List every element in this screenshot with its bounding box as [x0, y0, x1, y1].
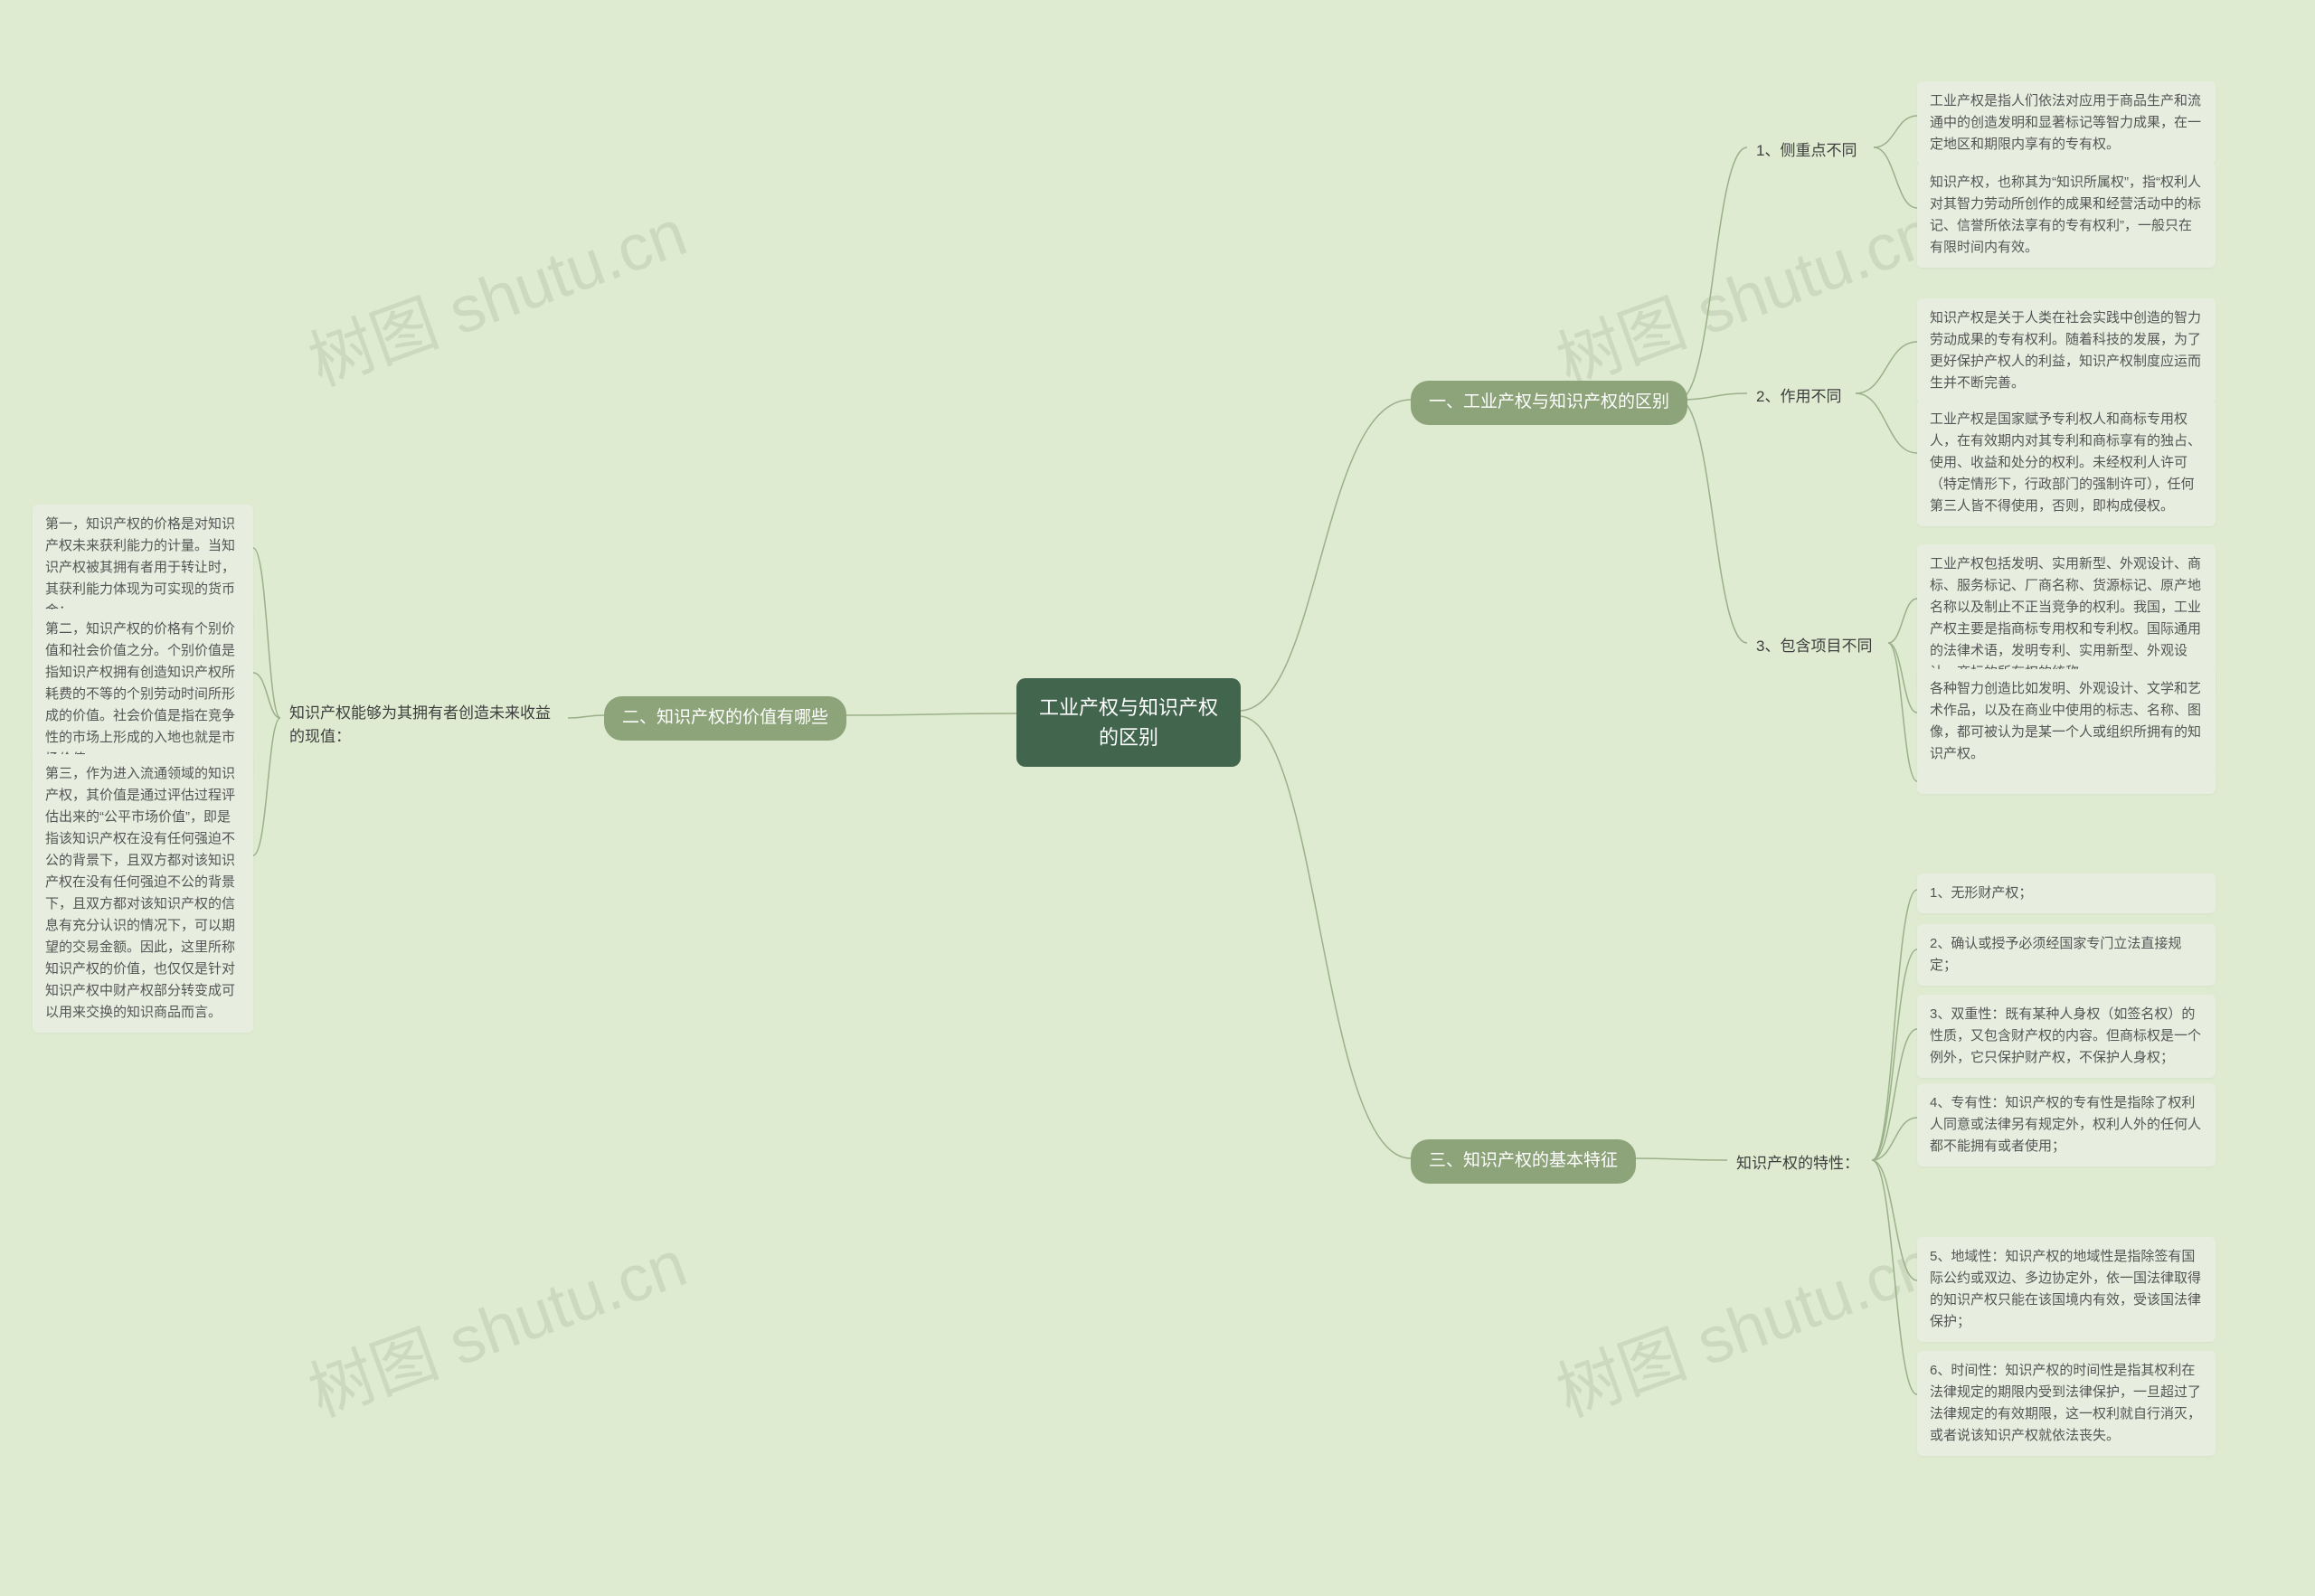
leaf-text: 5、地域性：知识产权的地域性是指除签有国际公约或双边、多边协定外，依一国法律取得…: [1930, 1249, 2201, 1329]
leaf-text: 4、专有性：知识产权的专有性是指除了权利人同意或法律另有规定外，权利人外的任何人…: [1930, 1095, 2201, 1154]
sub-label: 3、包含项目不同: [1756, 637, 1872, 655]
leaf-text: 知识产权，也称其为“知识所属权”，指“权利人对其智力劳动所创作的成果和经营活动中…: [1930, 175, 2201, 255]
sub-node: 知识产权能够为其拥有者创造未来收益的现值：: [280, 696, 568, 753]
leaf-text: 第二，知识产权的价格有个别价值和社会价值之分。个别价值是指知识产权拥有创造知识产…: [45, 621, 235, 767]
sub-node: 知识产权的特性：: [1727, 1147, 1868, 1181]
root-label: 工业产权与知识产权的区别: [1039, 696, 1218, 749]
leaf-text: 1、无形财产权；: [1930, 885, 2032, 901]
leaf-text: 工业产权是指人们依法对应用于商品生产和流通中的创造发明和显著标记等智力成果，在一…: [1930, 93, 2201, 152]
leaf-node: 1、无形财产权；: [1917, 874, 2216, 913]
leaf-node: 4、专有性：知识产权的专有性是指除了权利人同意或法律另有规定外，权利人外的任何人…: [1917, 1083, 2216, 1166]
leaf-node: 5、地域性：知识产权的地域性是指除签有国际公约或双边、多边协定外，依一国法律取得…: [1917, 1237, 2216, 1342]
leaf-node: 知识产权，也称其为“知识所属权”，指“权利人对其智力劳动所创作的成果和经营活动中…: [1917, 163, 2216, 268]
leaf-node: 6、时间性：知识产权的时间性是指其权利在法律规定的期限内受到法律保护，一旦超过了…: [1917, 1351, 2216, 1456]
leaf-text: 3、双重性：既有某种人身权（如签名权）的性质，又包含财产权的内容。但商标权是一个…: [1930, 1006, 2201, 1065]
sub-label: 知识产权能够为其拥有者创造未来收益的现值：: [289, 704, 551, 745]
sub-node: 1、侧重点不同: [1747, 134, 1866, 168]
branch-node: 二、知识产权的价值有哪些: [604, 696, 846, 741]
leaf-text: 6、时间性：知识产权的时间性是指其权利在法律规定的期限内受到法律保护，一旦超过了…: [1930, 1363, 2201, 1443]
leaf-text: 工业产权是国家赋予专利权人和商标专用权人，在有效期内对其专利和商标享有的独占、使…: [1930, 411, 2201, 514]
sub-node: 3、包含项目不同: [1747, 629, 1881, 664]
leaf-node: 2、确认或授予必须经国家专门立法直接规定；: [1917, 924, 2216, 986]
leaf-node: [1917, 769, 2216, 794]
mindmap-root: 工业产权与知识产权的区别: [1016, 678, 1241, 767]
sub-label: 1、侧重点不同: [1756, 142, 1857, 159]
leaf-text: 工业产权包括发明、实用新型、外观设计、商标、服务标记、厂商名称、货源标记、原产地…: [1930, 556, 2201, 680]
sub-node: 2、作用不同: [1747, 380, 1850, 414]
branch-node: 三、知识产权的基本特征: [1411, 1139, 1636, 1184]
branch-label: 一、工业产权与知识产权的区别: [1429, 392, 1669, 411]
watermark: 树图 shutu.cn: [1542, 1211, 1945, 1435]
watermark: 树图 shutu.cn: [294, 180, 697, 404]
sub-label: 2、作用不同: [1756, 388, 1841, 405]
watermark: 树图 shutu.cn: [294, 1211, 697, 1435]
leaf-text: 2、确认或授予必须经国家专门立法直接规定；: [1930, 936, 2181, 973]
sub-label: 知识产权的特性：: [1736, 1155, 1859, 1172]
leaf-text: 知识产权是关于人类在社会实践中创造的智力劳动成果的专有权利。随着科技的发展，为了…: [1930, 310, 2201, 391]
leaf-node: 各种智力创造比如发明、外观设计、文学和艺术作品，以及在商业中使用的标志、名称、图…: [1917, 669, 2216, 774]
leaf-node: 工业产权是国家赋予专利权人和商标专用权人，在有效期内对其专利和商标享有的独占、使…: [1917, 400, 2216, 526]
leaf-node: 3、双重性：既有某种人身权（如签名权）的性质，又包含财产权的内容。但商标权是一个…: [1917, 995, 2216, 1078]
branch-node: 一、工业产权与知识产权的区别: [1411, 381, 1687, 425]
leaf-text: 第一，知识产权的价格是对知识产权未来获利能力的计量。当知识产权被其拥有者用于转让…: [45, 516, 235, 619]
leaf-text: 各种智力创造比如发明、外观设计、文学和艺术作品，以及在商业中使用的标志、名称、图…: [1930, 681, 2201, 761]
leaf-node: 工业产权是指人们依法对应用于商品生产和流通中的创造发明和显著标记等智力成果，在一…: [1917, 81, 2216, 165]
leaf-text: 第三，作为进入流通领域的知识产权，其价值是通过评估过程评估出来的“公平市场价值”…: [45, 766, 235, 1020]
leaf-node: 知识产权是关于人类在社会实践中创造的智力劳动成果的专有权利。随着科技的发展，为了…: [1917, 298, 2216, 403]
watermark: 树图 shutu.cn: [1542, 180, 1945, 404]
branch-label: 二、知识产权的价值有哪些: [622, 708, 828, 727]
branch-label: 三、知识产权的基本特征: [1429, 1151, 1618, 1170]
leaf-node: 第三，作为进入流通领域的知识产权，其价值是通过评估过程评估出来的“公平市场价值”…: [33, 754, 253, 1033]
